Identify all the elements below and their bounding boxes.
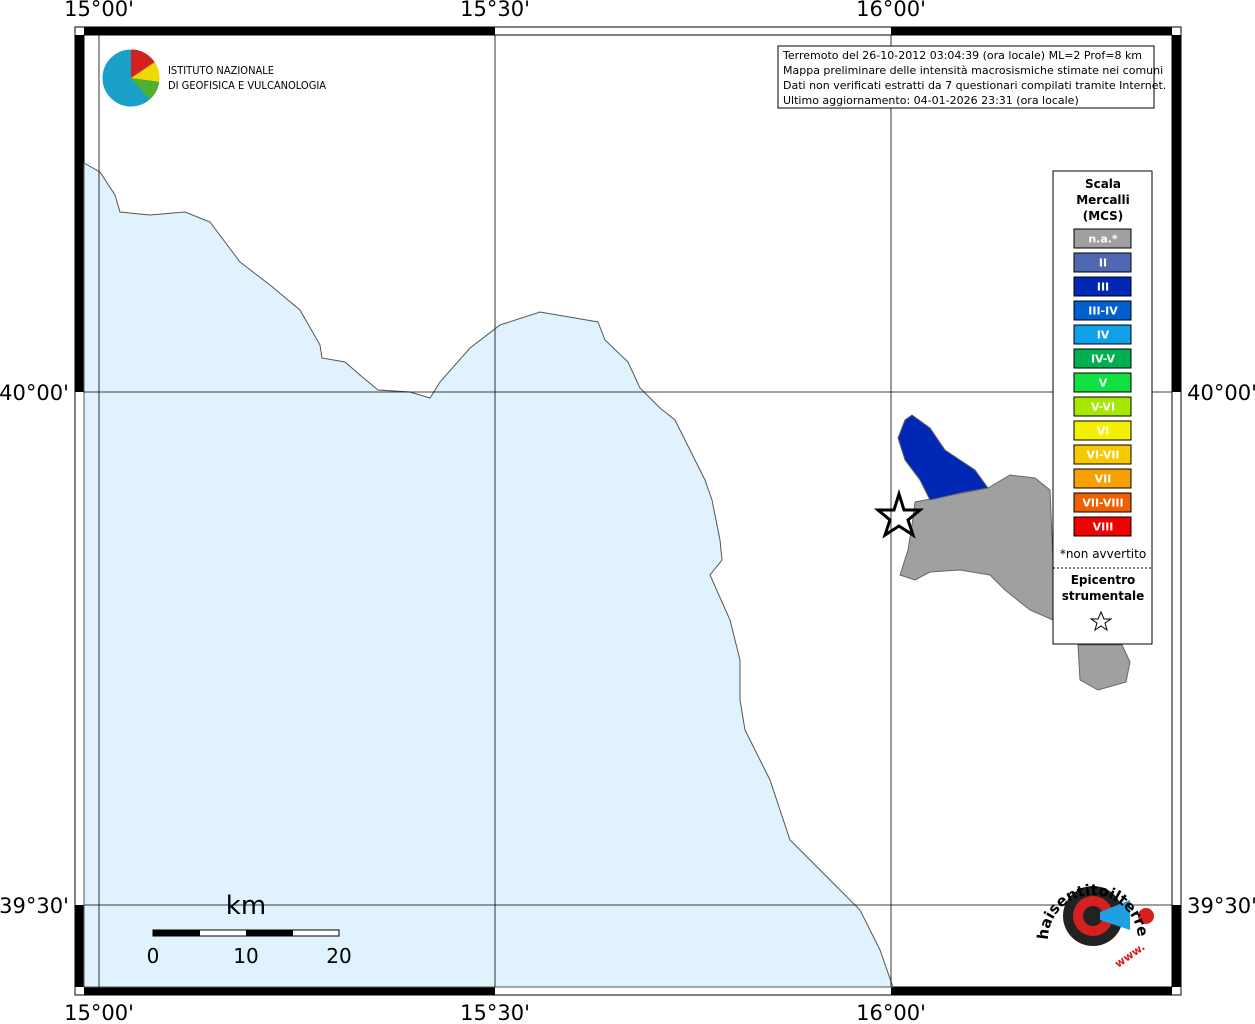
lon-label: 16°00' — [856, 0, 926, 21]
frame-bands — [75, 27, 1181, 995]
legend-swatch — [1073, 372, 1132, 393]
info-line: Mappa preliminare delle intensità macros… — [783, 64, 1163, 77]
legend-title: Scala — [1085, 177, 1121, 191]
scale-unit: km — [226, 891, 266, 921]
logo-text: ISTITUTO NAZIONALE — [168, 64, 274, 77]
legend-label: n.a.* — [1088, 233, 1118, 246]
lon-label: 15°30' — [460, 1001, 530, 1024]
legend-swatch — [1073, 516, 1132, 537]
legend-swatch — [1073, 276, 1132, 297]
legend-label: VI-VII — [1086, 449, 1119, 462]
legend-label: IV-V — [1091, 353, 1116, 366]
lon-label: 16°00' — [856, 1001, 926, 1024]
legend-label: VII-VIII — [1082, 497, 1123, 510]
info-box — [777, 45, 1155, 109]
info-line: Dati non verificati estratti da 7 questi… — [783, 79, 1166, 92]
legend-swatch — [1073, 492, 1132, 513]
legend-note: *non avvertito — [1060, 547, 1146, 561]
legend-label: VIII — [1093, 521, 1114, 534]
scale-tick: 0 — [147, 944, 160, 968]
logo-ingv: ISTITUTO NAZIONALE DI GEOFISICA E VULCAN… — [101, 48, 326, 108]
legend-label: II — [1099, 257, 1107, 270]
legend-star — [1089, 610, 1113, 632]
lon-label: 15°30' — [460, 0, 530, 21]
lon-label: 15°00' — [64, 1001, 134, 1024]
legend-label: V-VI — [1091, 401, 1115, 414]
info-text: Terremoto del 26-10-2012 03:04:39 (ora l… — [782, 49, 1166, 107]
legend-label: III-IV — [1088, 305, 1118, 318]
legend-swatch — [1073, 468, 1132, 489]
legend-swatch — [1073, 396, 1132, 417]
legend-title: (MCS) — [1083, 209, 1124, 223]
legend-label: V — [1099, 377, 1108, 390]
lon-label: 15°00' — [64, 0, 134, 21]
lat-label: 40°00' — [0, 381, 69, 405]
sea — [83, 162, 894, 988]
legend-label: III — [1097, 281, 1109, 294]
legend-swatch — [1073, 420, 1132, 441]
legend-swatch — [1073, 300, 1132, 321]
legend-label: IV — [1097, 329, 1110, 342]
logo-text: DI GEOFISICA E VULCANOLOGIA — [168, 79, 326, 92]
scale-tick: 20 — [326, 944, 351, 968]
scale-tick: 10 — [233, 944, 258, 968]
legend-swatch — [1073, 252, 1132, 273]
epicenter-star — [873, 488, 925, 539]
lat-label: 40°00' — [1187, 381, 1255, 405]
info-line: Terremoto del 26-10-2012 03:04:39 (ora l… — [782, 49, 1142, 62]
lat-label: 39°30' — [0, 894, 69, 918]
legend-swatch — [1073, 324, 1132, 345]
legend: Scala Mercalli (MCS) *non avvertito Epic… — [1052, 170, 1153, 645]
area-na — [899, 474, 1054, 621]
area-iii — [897, 414, 989, 501]
legend-swatch — [1073, 228, 1132, 249]
legend-label: VI — [1097, 425, 1110, 438]
lat-label: 39°30' — [1187, 894, 1255, 918]
area-na — [1077, 644, 1131, 691]
legend-epicenter: strumentale — [1062, 589, 1145, 603]
legend-swatch — [1073, 444, 1132, 465]
legend-label: VII — [1095, 473, 1112, 486]
legend-title: Mercalli — [1076, 193, 1130, 207]
legend-epicenter: Epicentro — [1071, 573, 1136, 587]
info-line: Ultimo aggiornamento: 04-01-2026 23:31 (… — [783, 94, 1079, 107]
scale-bar: km 0 10 20 — [147, 891, 352, 968]
legend-swatch — [1073, 348, 1132, 369]
